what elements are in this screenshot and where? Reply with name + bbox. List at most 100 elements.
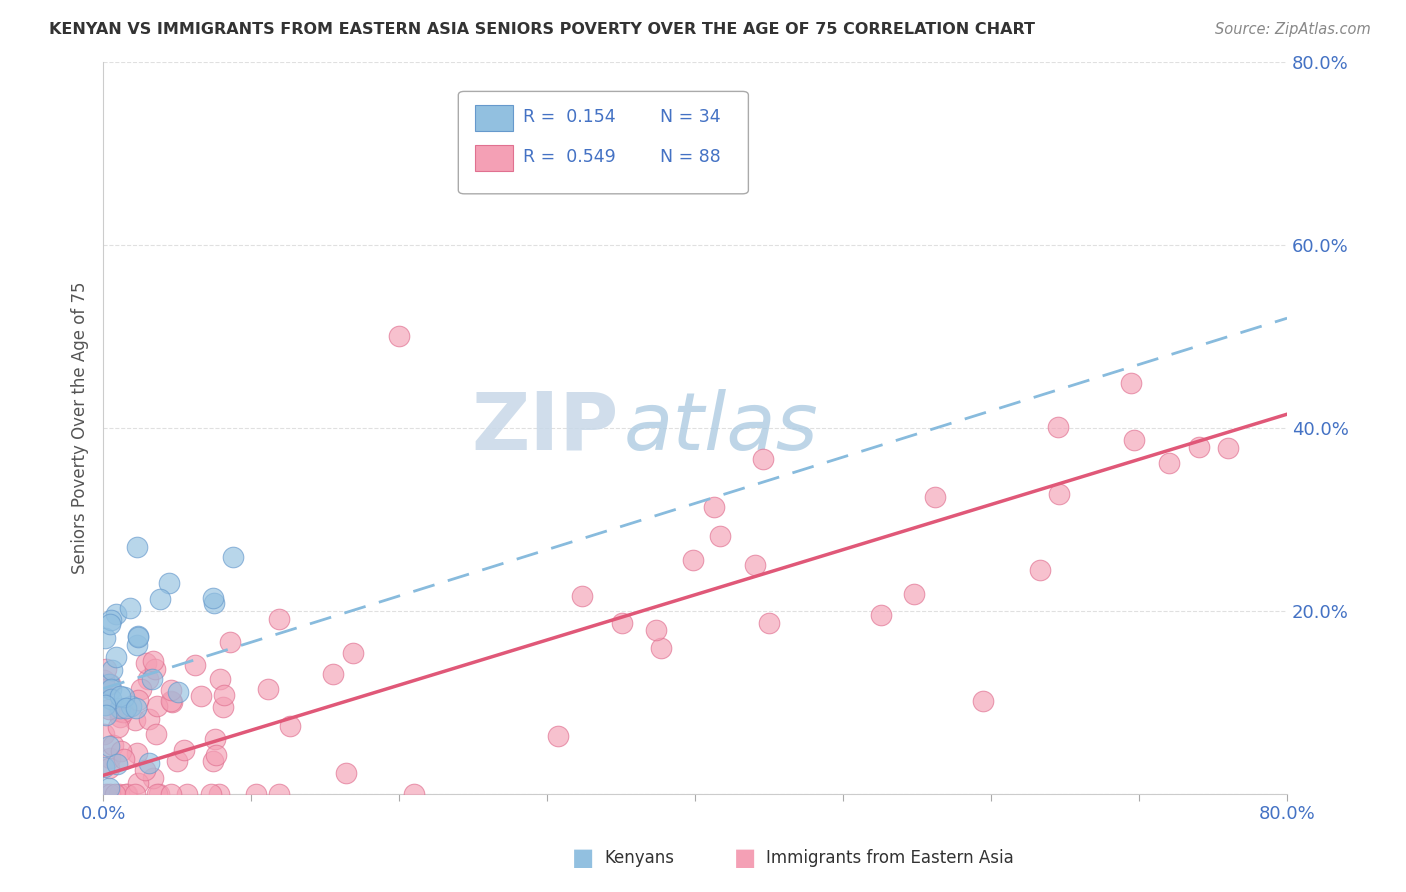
Y-axis label: Seniors Poverty Over the Age of 75: Seniors Poverty Over the Age of 75 — [72, 282, 89, 574]
Point — [110, 744, 132, 758]
Point — [204, 731, 226, 746]
Point — [148, 787, 170, 801]
Point — [145, 699, 167, 714]
Point — [972, 693, 994, 707]
Point — [138, 756, 160, 770]
Point — [212, 699, 235, 714]
Point — [142, 654, 165, 668]
Point — [141, 672, 163, 686]
Point — [104, 650, 127, 665]
Point — [157, 576, 180, 591]
Text: N = 88: N = 88 — [659, 148, 720, 166]
Point — [124, 714, 146, 728]
Point — [269, 612, 291, 626]
Point — [176, 787, 198, 801]
Point — [388, 329, 411, 343]
Text: N = 34: N = 34 — [659, 108, 720, 126]
Point — [610, 616, 633, 631]
Point — [125, 700, 148, 714]
Point — [127, 776, 149, 790]
Point — [1188, 440, 1211, 454]
Text: ■: ■ — [734, 847, 756, 870]
Point — [166, 754, 188, 768]
Point — [1121, 376, 1143, 391]
Point — [127, 638, 149, 652]
Point — [160, 693, 183, 707]
Point — [200, 787, 222, 801]
Point — [97, 761, 120, 775]
Point — [110, 701, 132, 715]
Point — [97, 701, 120, 715]
Point — [190, 689, 212, 703]
Point — [98, 751, 121, 765]
Point — [222, 549, 245, 564]
FancyBboxPatch shape — [475, 104, 513, 131]
Point — [219, 635, 242, 649]
Point — [112, 690, 135, 704]
Point — [1046, 419, 1069, 434]
Point — [100, 681, 122, 696]
Point — [108, 689, 131, 703]
Text: R =  0.154: R = 0.154 — [523, 108, 616, 126]
Point — [404, 787, 426, 801]
Point — [98, 739, 121, 753]
Point — [278, 719, 301, 733]
Point — [269, 787, 291, 801]
Point — [100, 692, 122, 706]
Point — [209, 672, 232, 686]
Point — [149, 592, 172, 607]
Point — [125, 747, 148, 761]
Point — [160, 683, 183, 698]
Point — [202, 591, 225, 605]
Point — [98, 677, 121, 691]
Point — [94, 681, 117, 695]
Point — [93, 727, 115, 741]
Point — [98, 787, 121, 801]
Point — [644, 624, 666, 638]
Text: Immigrants from Eastern Asia: Immigrants from Eastern Asia — [766, 849, 1014, 867]
Text: ZIP: ZIP — [471, 389, 619, 467]
Point — [758, 616, 780, 631]
Point — [135, 656, 157, 670]
Point — [159, 787, 181, 801]
Point — [547, 729, 569, 743]
Point — [256, 681, 278, 696]
Point — [744, 558, 766, 573]
Point — [709, 529, 731, 543]
FancyBboxPatch shape — [458, 91, 748, 194]
Point — [120, 698, 142, 713]
Point — [1157, 456, 1180, 470]
Point — [571, 589, 593, 603]
Point — [146, 787, 169, 801]
Point — [104, 787, 127, 801]
Point — [142, 771, 165, 785]
Point — [143, 662, 166, 676]
Point — [145, 727, 167, 741]
Point — [96, 787, 118, 801]
Point — [1047, 487, 1070, 501]
Point — [108, 787, 131, 801]
Point — [322, 666, 344, 681]
Point — [134, 763, 156, 777]
Point — [160, 695, 183, 709]
Point — [98, 676, 121, 690]
Point — [94, 707, 117, 722]
Point — [100, 613, 122, 627]
Point — [654, 165, 676, 179]
Point — [108, 709, 131, 723]
Point — [115, 787, 138, 801]
Point — [183, 658, 205, 673]
Point — [650, 640, 672, 655]
Point — [138, 712, 160, 726]
Text: Kenyans: Kenyans — [605, 849, 675, 867]
Text: ■: ■ — [572, 847, 595, 870]
Point — [703, 500, 725, 514]
Text: atlas: atlas — [624, 389, 818, 467]
Point — [208, 787, 231, 801]
Point — [105, 756, 128, 771]
Point — [124, 787, 146, 801]
Point — [94, 631, 117, 645]
Point — [115, 787, 138, 801]
Point — [752, 451, 775, 466]
Point — [173, 743, 195, 757]
